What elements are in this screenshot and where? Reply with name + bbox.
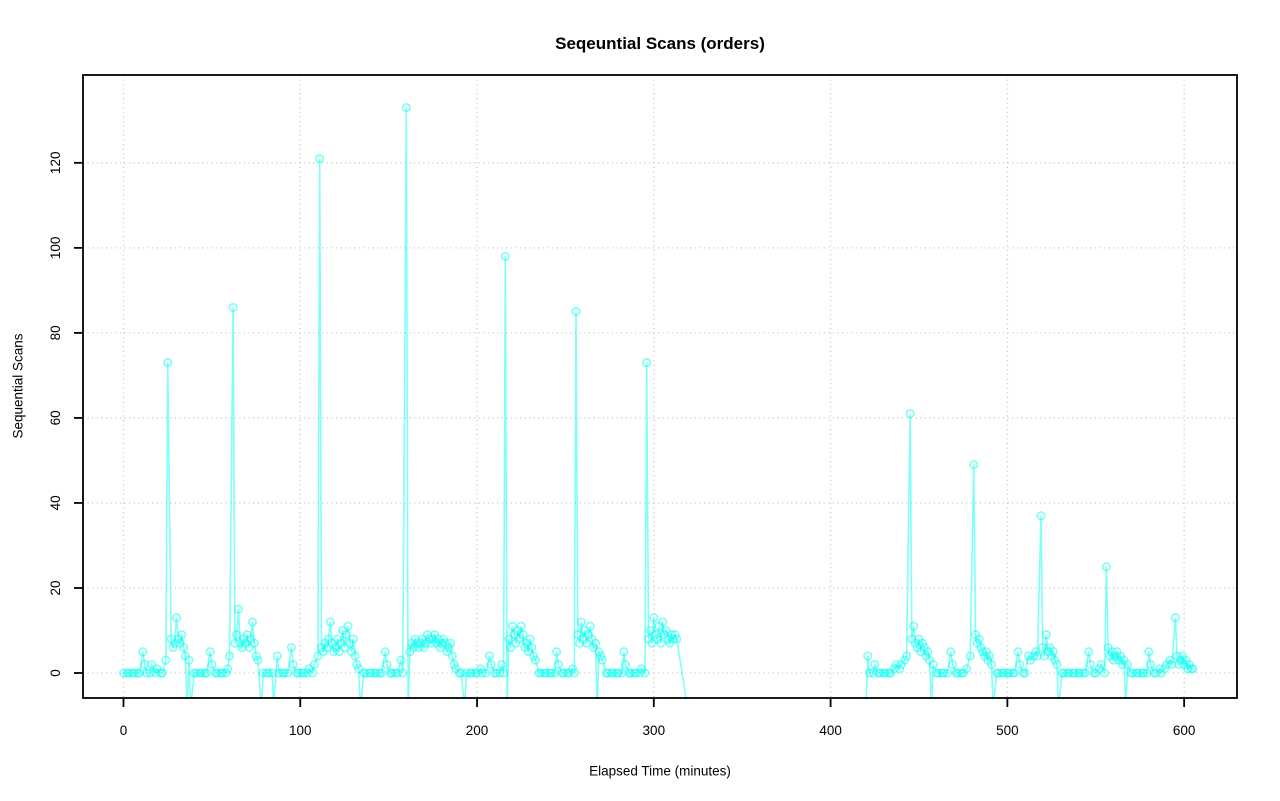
svg-text:60: 60	[48, 410, 63, 425]
data-series	[118, 103, 1198, 698]
svg-text:0: 0	[48, 669, 63, 677]
x-axis-label: Elapsed Time (minutes)	[589, 763, 731, 779]
svg-text:300: 300	[643, 723, 666, 738]
chart-title: Seqeuntial Scans (orders)	[555, 34, 765, 53]
svg-text:120: 120	[48, 152, 63, 175]
svg-text:400: 400	[819, 723, 842, 738]
y-axis-label: Sequential Scans	[10, 333, 26, 439]
svg-text:40: 40	[48, 495, 63, 510]
svg-text:20: 20	[48, 580, 63, 595]
svg-text:200: 200	[466, 723, 489, 738]
svg-text:600: 600	[1173, 723, 1196, 738]
svg-text:500: 500	[996, 723, 1019, 738]
x-axis-ticks: 0 100 200 300 400 500 600	[120, 698, 1196, 738]
svg-text:100: 100	[289, 723, 312, 738]
plot-border	[82, 74, 1238, 699]
grid	[83, 75, 1237, 698]
svg-text:0: 0	[120, 723, 128, 738]
y-axis-ticks: 0 20 40 60 80 100 120	[48, 152, 83, 677]
svg-text:80: 80	[48, 325, 63, 340]
svg-text:100: 100	[48, 237, 63, 260]
